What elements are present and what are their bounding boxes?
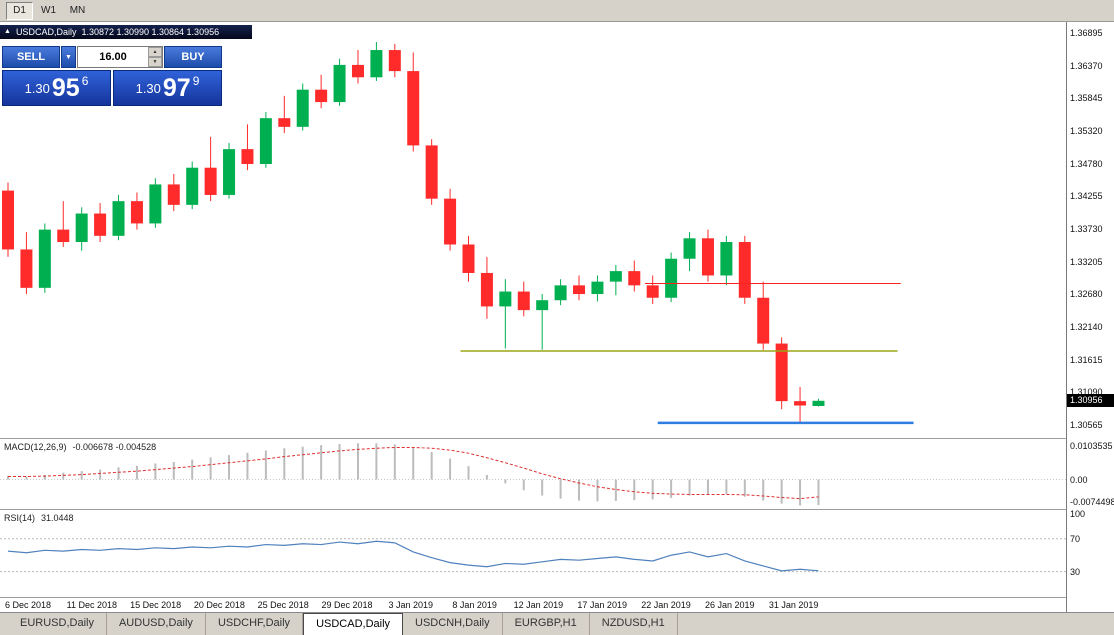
timeframe-toolbar: D1 W1 MN <box>0 0 1114 22</box>
candles-group <box>2 42 825 425</box>
date-tick-label: 20 Dec 2018 <box>193 600 245 610</box>
date-tick-label: 26 Jan 2019 <box>705 600 755 610</box>
symbol-tab-usdchf[interactable]: USDCHF,Daily <box>206 613 304 635</box>
order-type-dropdown[interactable]: ▼ <box>61 46 76 68</box>
volume-down-button[interactable]: ▼ <box>148 57 162 67</box>
sell-price-sup: 6 <box>81 74 89 88</box>
chart-title-symbol: USDCAD,Daily <box>15 27 77 37</box>
price-tick-label: 1.35320 <box>1070 125 1103 136</box>
macd-tick-label: 0.0103535 <box>1070 441 1113 451</box>
macd-values: -0.006678 -0.004528 <box>72 442 157 452</box>
timeframe-button-mn[interactable]: MN <box>64 1 91 20</box>
buy-price-sup: 9 <box>192 74 200 88</box>
chart-canvas[interactable] <box>0 22 1066 612</box>
date-tick-label: 17 Jan 2019 <box>577 600 627 610</box>
date-axis-divider <box>0 597 1114 598</box>
price-tick-label: 1.30565 <box>1070 419 1103 430</box>
rsi-tick-label: 70 <box>1070 533 1081 544</box>
price-tick-label: 1.33205 <box>1070 256 1103 267</box>
current-price-tag: 1.30956 <box>1067 394 1114 408</box>
sell-price-prefix: 1.30 <box>24 80 50 96</box>
pane-splitter-macd[interactable] <box>0 438 1114 439</box>
pane-splitter-rsi[interactable] <box>0 509 1114 510</box>
date-tick-label: 15 Dec 2018 <box>130 600 182 610</box>
chart-icon: ▲ <box>4 28 11 35</box>
macd-indicator-label: MACD(12,26,9) -0.006678 -0.004528 <box>4 442 156 452</box>
timeframe-button-w1[interactable]: W1 <box>35 1 62 20</box>
date-axis[interactable]: 6 Dec 2018 11 Dec 2018 15 Dec 2018 20 Dec 2… <box>0 598 1066 612</box>
volume-stepper: ▲ ▼ <box>148 47 162 67</box>
date-tick-label: 12 Jan 2019 <box>513 600 564 610</box>
date-tick-label: 11 Dec 2018 <box>66 600 117 610</box>
rsi-line <box>7 540 819 572</box>
date-tick-label: 8 Jan 2019 <box>452 600 497 610</box>
volume-input[interactable] <box>78 47 148 67</box>
sell-price-display[interactable]: 1.30 95 6 <box>2 70 111 106</box>
chevron-down-icon: ▼ <box>65 53 72 61</box>
buy-button[interactable]: BUY <box>164 46 222 68</box>
price-tick-label: 1.34255 <box>1070 191 1103 202</box>
price-tick-label: 1.32140 <box>1070 322 1103 333</box>
volume-up-button[interactable]: ▲ <box>148 47 162 57</box>
symbol-tab-nzdusd[interactable]: NZDUSD,H1 <box>590 613 678 635</box>
date-tick-label: 6 Dec 2018 <box>4 600 52 610</box>
chart-title-ohlc: 1.30872 1.30990 1.30864 1.30956 <box>81 27 220 37</box>
price-tick-label: 1.36370 <box>1070 60 1103 71</box>
rsi-tick-label: 100 <box>1070 509 1086 520</box>
symbol-tab-eurgbp[interactable]: EURGBP,H1 <box>503 613 590 635</box>
rsi-title: RSI(14) <box>4 513 36 523</box>
one-click-trading-panel: SELL ▼ ▲ ▼ BUY 1.30 95 <box>2 46 222 106</box>
macd-title: MACD(12,26,9) <box>4 442 67 452</box>
symbol-tab-eurusd[interactable]: EURUSD,Daily <box>8 613 107 635</box>
rsi-tick-label: 30 <box>1070 566 1081 577</box>
sell-price-big: 95 <box>51 73 80 102</box>
price-tick-label: 1.35845 <box>1070 93 1103 104</box>
macd-tick-label: -0.0074498 <box>1070 497 1114 507</box>
buy-price-display[interactable]: 1.30 97 9 <box>113 70 222 106</box>
price-axis[interactable]: 1.36895 1.36370 1.35845 1.35320 1.34780 1.342… <box>1066 22 1114 612</box>
chart-region: 1.36895 1.36370 1.35845 1.35320 1.34780 1.342… <box>0 22 1114 612</box>
buy-price-prefix: 1.30 <box>135 80 161 96</box>
symbol-tab-bar: EURUSD,Daily AUDUSD,Daily USDCHF,Daily USDC… <box>0 612 1114 635</box>
macd-tick-label: 0.00 <box>1070 474 1088 485</box>
volume-field: ▲ ▼ <box>77 46 163 68</box>
price-tick-label: 1.31615 <box>1070 354 1103 365</box>
price-tick-label: 1.32680 <box>1070 289 1103 300</box>
sell-button[interactable]: SELL <box>2 46 60 68</box>
arrow-up-icon: ▲ <box>152 48 158 55</box>
price-tick-label: 1.31090 <box>1070 387 1103 398</box>
date-tick-label: 29 Dec 2018 <box>321 600 373 610</box>
symbol-tab-usdcad[interactable]: USDCAD,Daily <box>303 613 404 635</box>
macd-signal-line <box>8 446 819 500</box>
macd-histogram <box>7 443 820 506</box>
buy-price-big: 97 <box>162 73 191 102</box>
price-tick-label: 1.34780 <box>1070 158 1103 169</box>
chart-title-bar: ▲ USDCAD,Daily 1.30872 1.30990 1.30864 1… <box>0 25 252 39</box>
price-tick-label: 1.36895 <box>1070 28 1103 39</box>
price-tick-label: 1.33730 <box>1070 224 1103 234</box>
arrow-down-icon: ▼ <box>152 58 158 65</box>
symbol-tab-usdcnh[interactable]: USDCNH,Daily <box>403 613 503 635</box>
timeframe-button-d1[interactable]: D1 <box>6 1 33 20</box>
rsi-level-lines <box>0 538 1066 573</box>
date-tick-label: 31 Jan 2019 <box>768 600 819 610</box>
date-tick-label: 25 Dec 2018 <box>257 600 309 610</box>
rsi-value: 31.0448 <box>41 513 74 523</box>
rsi-indicator-label: RSI(14) 31.0448 <box>4 513 74 523</box>
date-tick-label: 22 Jan 2019 <box>641 600 691 610</box>
symbol-tab-audusd[interactable]: AUDUSD,Daily <box>107 613 206 635</box>
date-tick-label: 3 Jan 2019 <box>388 600 434 610</box>
